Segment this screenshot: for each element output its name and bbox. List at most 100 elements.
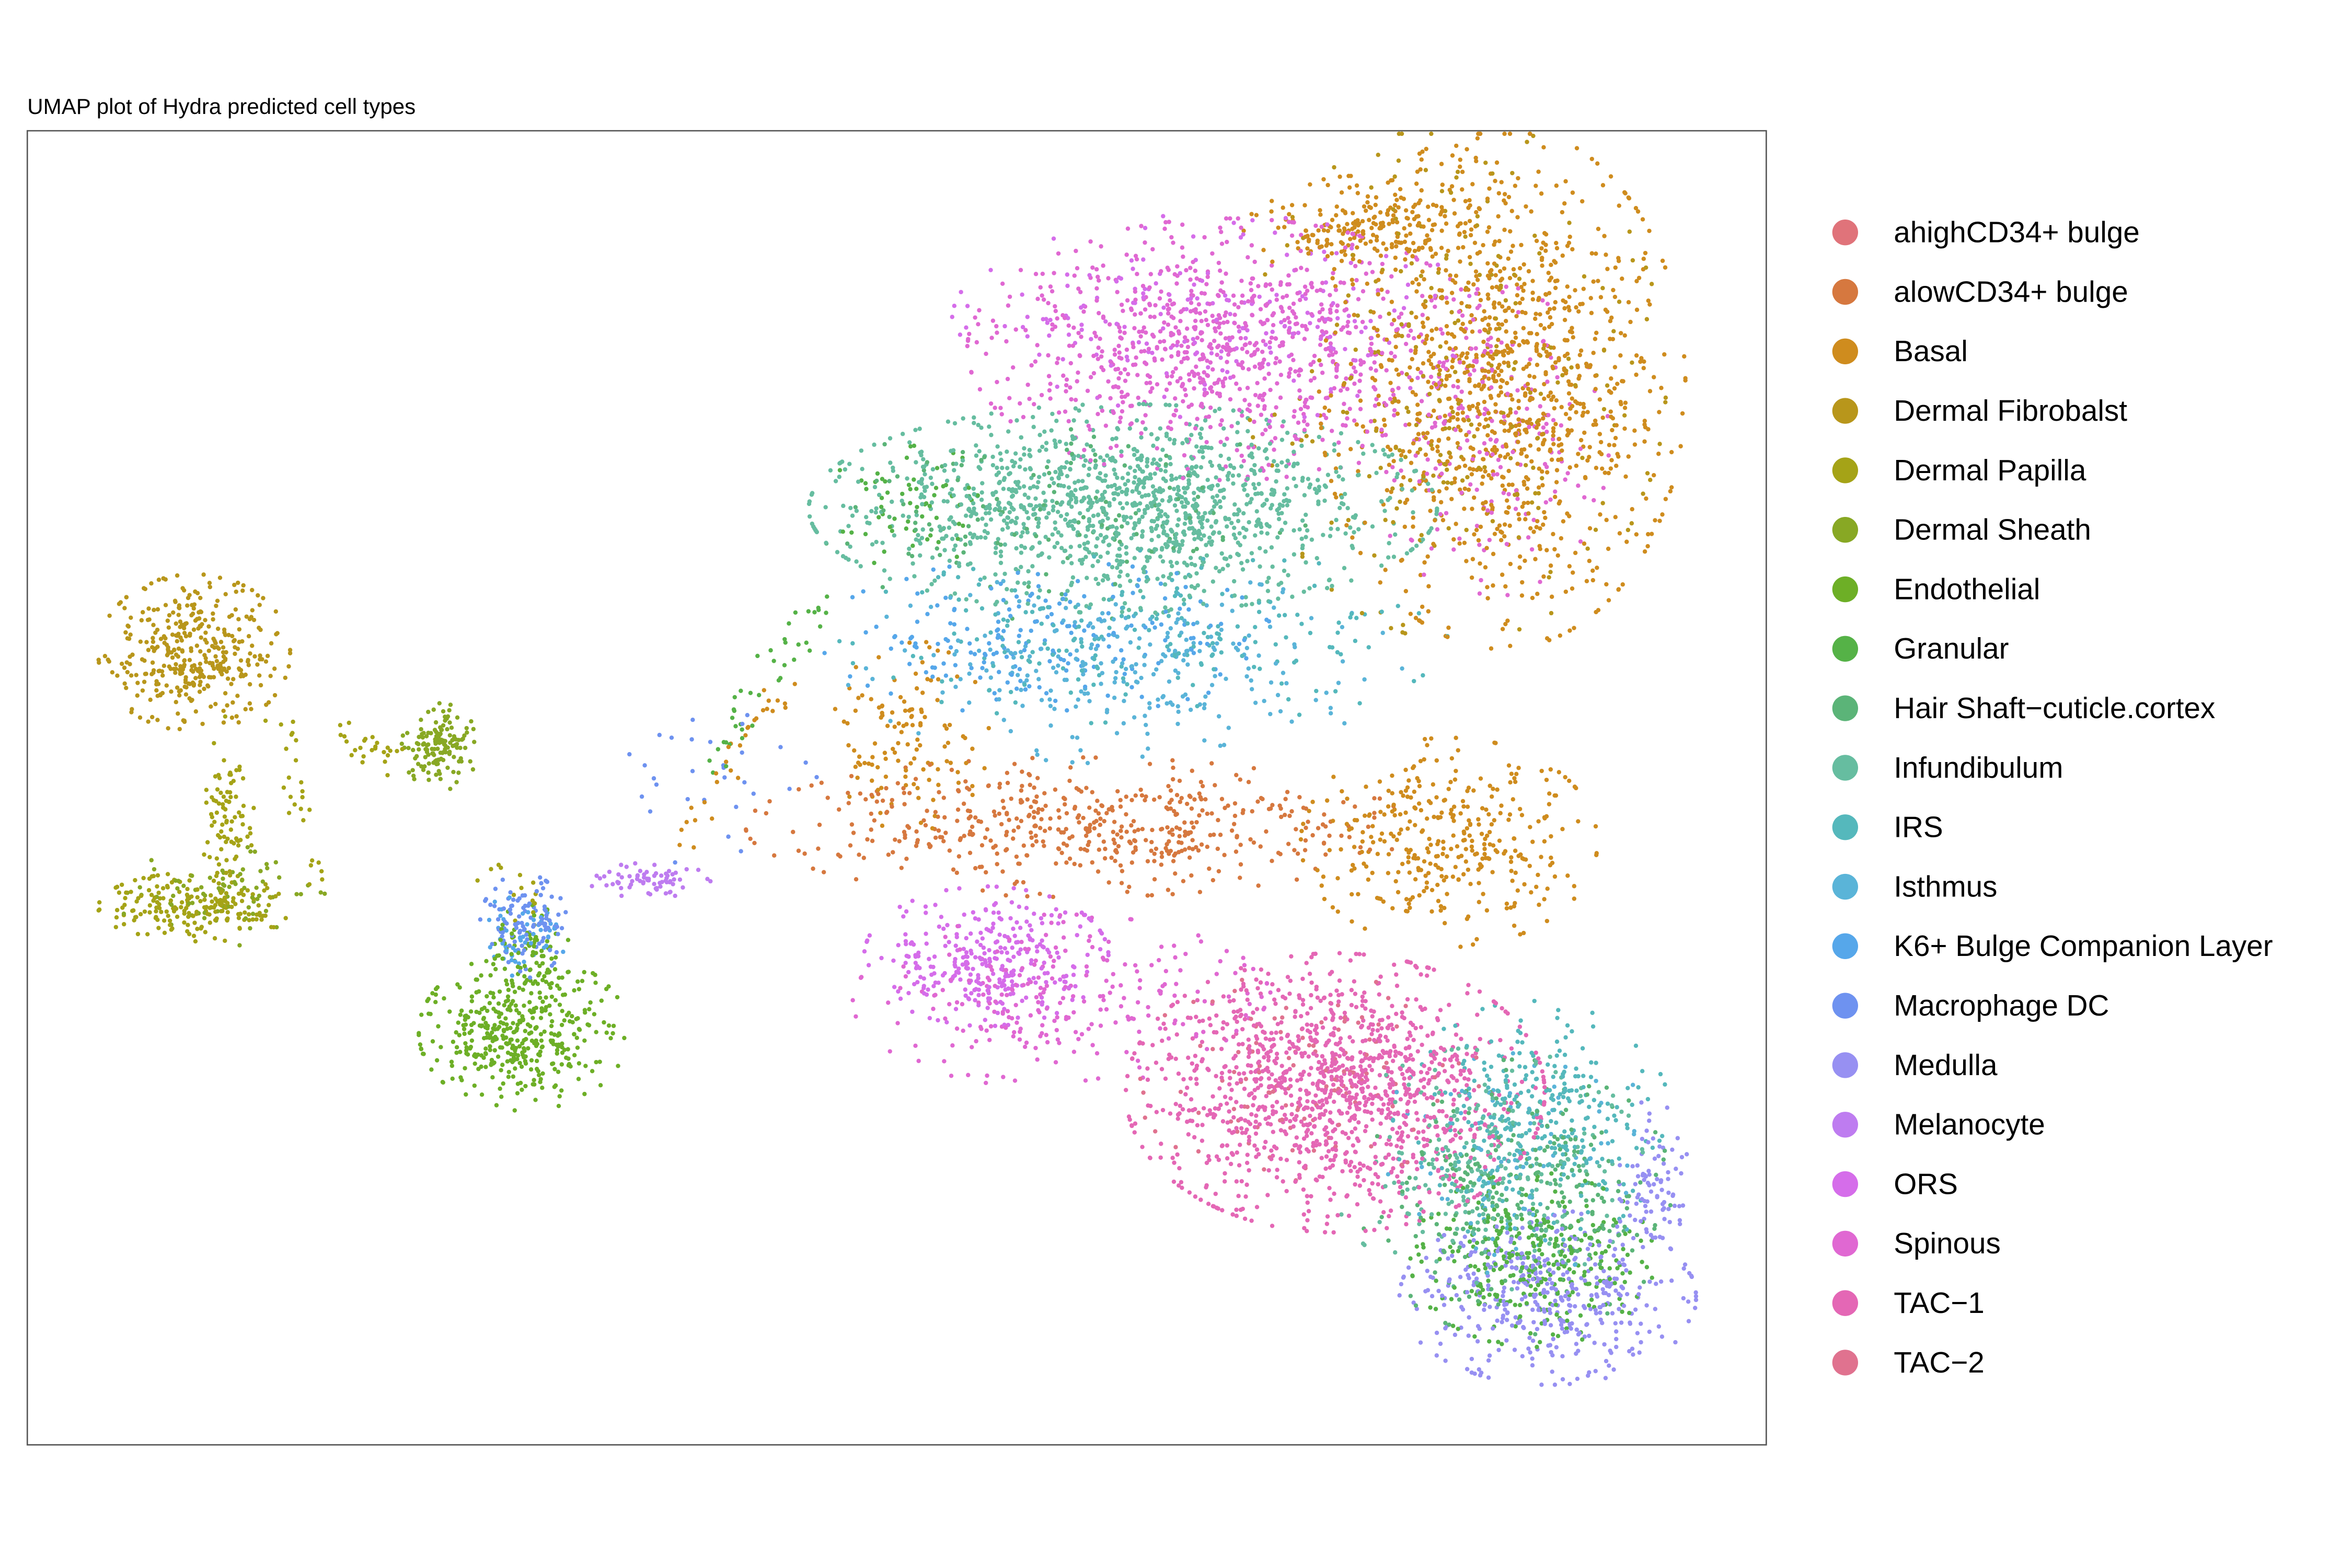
data-point xyxy=(1624,539,1629,544)
data-point xyxy=(1146,1013,1151,1018)
data-point xyxy=(833,479,838,483)
data-point xyxy=(1170,1156,1175,1160)
data-point xyxy=(137,715,143,720)
data-point xyxy=(1195,583,1201,588)
data-point xyxy=(902,790,906,795)
data-point xyxy=(1653,1223,1657,1228)
data-point xyxy=(264,862,269,867)
data-point xyxy=(1576,1074,1581,1079)
data-point xyxy=(1268,990,1273,995)
data-point xyxy=(495,1054,501,1059)
data-point xyxy=(940,690,945,695)
data-point xyxy=(1142,325,1146,330)
data-point xyxy=(1073,397,1078,402)
data-point xyxy=(1374,368,1378,373)
data-point xyxy=(1000,281,1005,286)
data-point xyxy=(1216,817,1220,823)
data-point xyxy=(1456,1159,1461,1165)
data-point xyxy=(942,468,947,473)
data-point xyxy=(1428,1171,1433,1176)
data-point xyxy=(1052,707,1057,711)
data-point xyxy=(1045,465,1050,470)
data-point xyxy=(1484,1074,1490,1078)
data-point xyxy=(1198,1043,1203,1048)
data-point xyxy=(1574,1184,1579,1189)
data-point xyxy=(1368,1192,1373,1197)
data-point xyxy=(1518,1255,1524,1261)
data-point xyxy=(1218,422,1223,428)
data-point xyxy=(1444,221,1449,226)
data-point xyxy=(419,717,423,722)
data-point xyxy=(1412,1186,1416,1191)
data-point xyxy=(1333,689,1338,694)
data-point xyxy=(1393,1100,1398,1104)
data-point xyxy=(1292,528,1296,533)
data-point xyxy=(1439,810,1444,815)
data-point xyxy=(1498,529,1503,534)
data-point xyxy=(1066,661,1070,666)
data-point xyxy=(1300,476,1305,480)
data-point xyxy=(1620,1257,1625,1262)
data-point xyxy=(1331,1158,1336,1162)
data-point xyxy=(1209,463,1215,468)
data-point xyxy=(1054,1011,1059,1016)
data-point xyxy=(1517,806,1523,812)
data-point xyxy=(1612,443,1617,447)
data-point xyxy=(1583,476,1588,480)
data-point xyxy=(485,1008,490,1013)
data-point xyxy=(344,739,349,744)
data-point xyxy=(1517,554,1523,559)
data-point xyxy=(1006,501,1011,505)
data-point xyxy=(1452,370,1458,374)
data-point xyxy=(1553,489,1558,494)
data-point xyxy=(1614,1336,1619,1342)
data-point xyxy=(236,843,241,848)
data-point xyxy=(920,690,925,695)
data-point xyxy=(1482,309,1486,314)
data-point xyxy=(1274,1030,1278,1035)
data-point xyxy=(1391,393,1396,397)
data-point xyxy=(206,648,211,653)
data-point xyxy=(1455,411,1460,417)
data-point xyxy=(1294,315,1298,320)
data-point xyxy=(1131,850,1136,855)
data-point xyxy=(1182,335,1187,340)
data-point xyxy=(1118,804,1123,809)
data-point xyxy=(1236,325,1241,329)
data-point xyxy=(989,336,994,340)
data-point xyxy=(1014,594,1019,599)
data-point xyxy=(540,886,546,891)
data-point xyxy=(1150,484,1156,489)
data-point xyxy=(1456,1249,1461,1253)
data-point xyxy=(1423,341,1427,345)
data-point xyxy=(541,954,546,959)
data-point xyxy=(1156,697,1160,702)
data-point xyxy=(1327,1185,1332,1191)
data-point xyxy=(1269,545,1274,550)
data-point xyxy=(243,707,248,712)
data-point xyxy=(1421,431,1426,436)
data-point xyxy=(1030,756,1035,760)
data-point xyxy=(1138,334,1143,339)
data-point xyxy=(1289,954,1294,959)
data-point xyxy=(201,572,206,577)
data-point xyxy=(1191,549,1196,554)
data-point xyxy=(1354,183,1359,188)
data-point xyxy=(1437,368,1443,373)
data-point xyxy=(1424,1255,1428,1260)
data-point xyxy=(1422,277,1426,282)
data-point xyxy=(1544,429,1549,434)
data-point xyxy=(1531,465,1536,470)
data-point xyxy=(1299,1119,1304,1124)
data-point xyxy=(1310,439,1315,444)
data-point xyxy=(1460,478,1465,483)
data-point xyxy=(1347,185,1352,190)
data-point xyxy=(1002,506,1007,511)
data-point xyxy=(821,870,826,874)
data-point xyxy=(1179,616,1184,620)
data-point xyxy=(516,961,522,966)
data-point xyxy=(229,819,234,824)
data-point xyxy=(1600,286,1605,291)
data-point xyxy=(1246,367,1251,372)
data-point xyxy=(1600,183,1606,188)
